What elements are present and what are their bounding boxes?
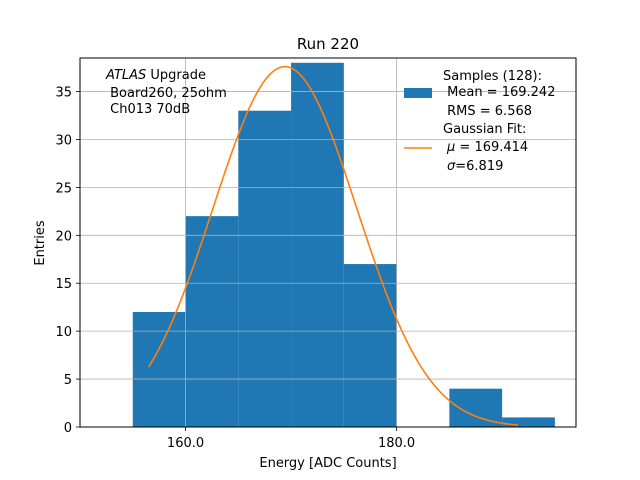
y-axis-ticks: 0 5 10 15 20 25 30 35 <box>55 86 80 436</box>
x-tick-label-0: 160.0 <box>167 436 204 451</box>
legend-sigma-value: =6.819 <box>455 159 503 174</box>
y-tick-label-6: 30 <box>55 133 72 148</box>
x-axis-ticks: 160.0 180.0 <box>167 427 415 451</box>
legend-fit-line-2: μ = 169.414 <box>446 140 528 155</box>
y-tick-label-4: 20 <box>55 229 72 244</box>
histogram-bar-0 <box>132 311 186 427</box>
y-tick-label-7: 35 <box>55 86 72 101</box>
annotation-upgrade: Upgrade <box>146 68 206 83</box>
annotation-atlas: ATLAS <box>105 68 146 83</box>
legend-fit-line-1: Gaussian Fit: <box>443 122 526 137</box>
annotation-block: ATLAS Upgrade Board260, 25ohm Ch013 70dB <box>105 68 227 117</box>
y-tick-label-5: 25 <box>55 181 72 196</box>
annotation-line-1: ATLAS Upgrade <box>105 68 206 83</box>
legend-samples-swatch <box>404 88 432 98</box>
legend: Samples (128): Mean = 169.242 RMS = 6.56… <box>404 69 555 174</box>
chart-title: Run 220 <box>297 35 359 53</box>
histogram-bars <box>132 62 555 427</box>
histogram-bar-3 <box>291 62 344 427</box>
legend-samples-line-3: RMS = 6.568 <box>443 104 532 119</box>
x-axis-label: Energy [ADC Counts] <box>259 456 396 471</box>
y-axis-label: Entries <box>33 220 48 266</box>
y-tick-label-1: 5 <box>64 373 72 388</box>
y-tick-label-0: 0 <box>64 421 72 436</box>
legend-mu-value: = 169.414 <box>455 140 528 155</box>
gaussian-fit-curve <box>147 65 519 426</box>
histogram-bar-7 <box>502 417 555 427</box>
x-tick-label-1: 180.0 <box>378 436 415 451</box>
legend-samples-line-2: Mean = 169.242 <box>443 85 555 100</box>
y-tick-label-2: 10 <box>55 325 72 340</box>
legend-fit-line-3: σ=6.819 <box>447 159 503 174</box>
legend-sigma-symbol: σ <box>447 159 456 174</box>
histogram-bar-1 <box>185 216 239 427</box>
histogram-bar-4 <box>343 264 397 427</box>
annotation-line-2: Board260, 25ohm <box>106 86 227 101</box>
plot-frame <box>79 57 577 428</box>
annotation-line-3: Ch013 70dB <box>106 102 190 117</box>
legend-mu-symbol: μ <box>446 140 455 155</box>
histogram-bar-2 <box>238 110 292 427</box>
legend-samples-line-1: Samples (128): <box>443 69 542 84</box>
y-tick-label-3: 15 <box>55 277 72 292</box>
grid-lines <box>80 58 576 428</box>
